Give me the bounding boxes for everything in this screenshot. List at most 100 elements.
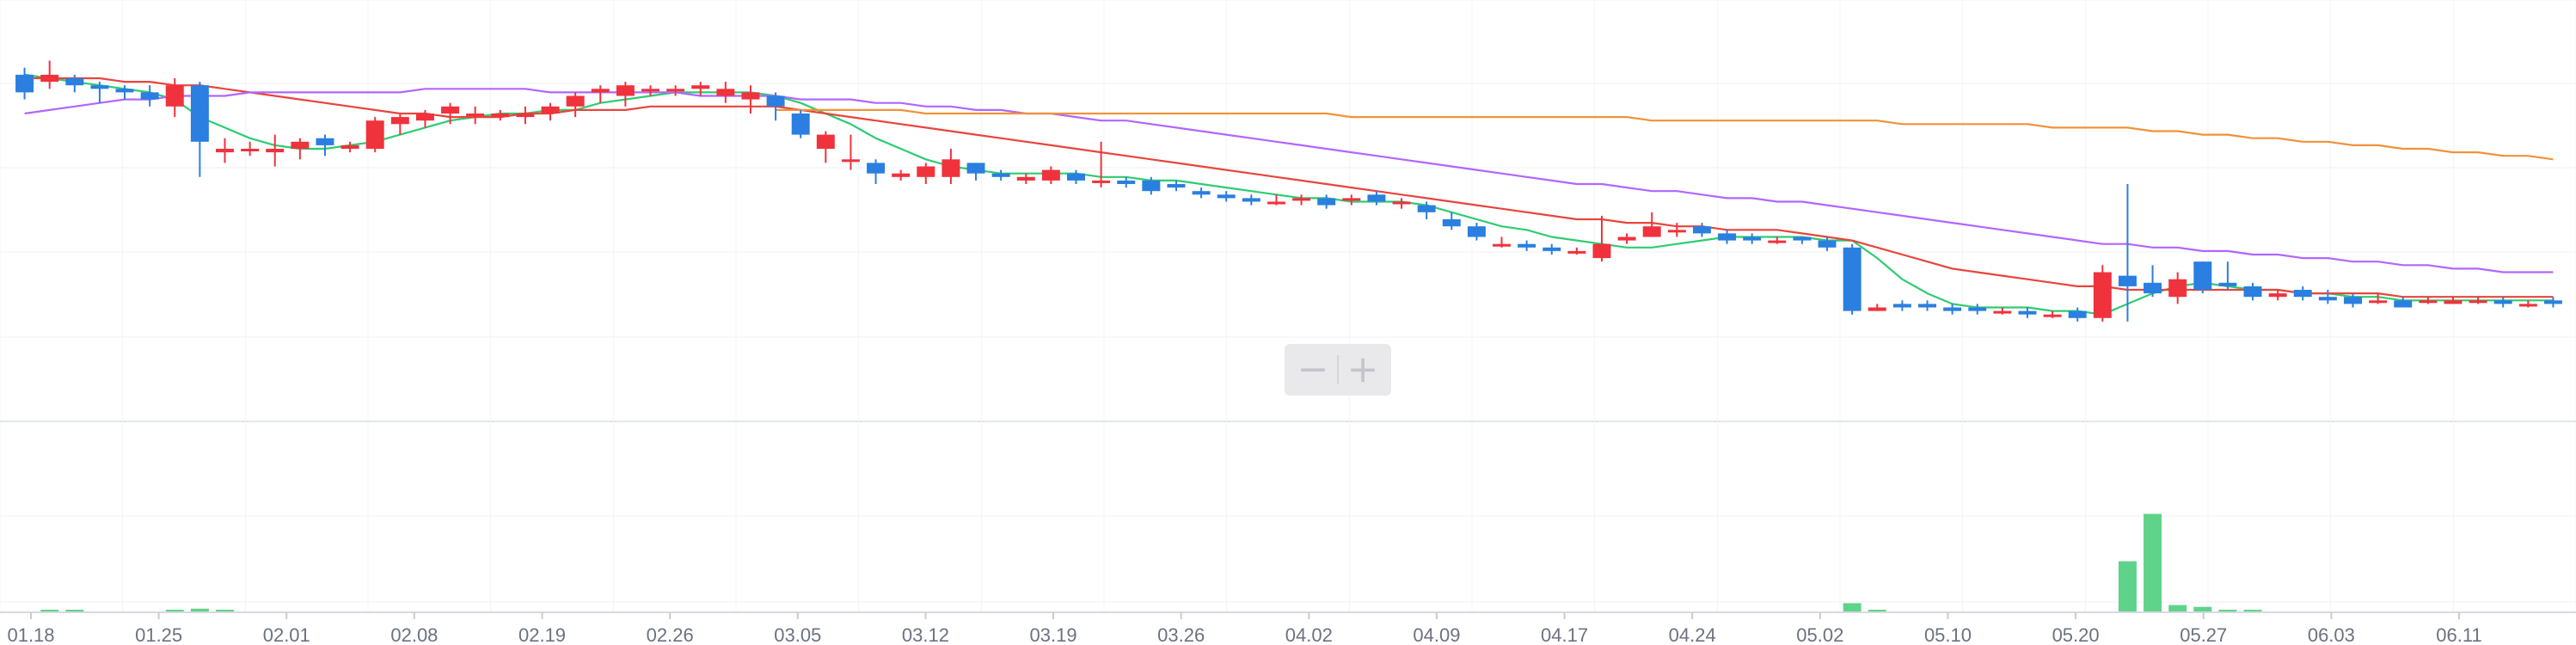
zoom-out-button[interactable]: − xyxy=(1297,347,1329,391)
x-tick-label: 03.05 xyxy=(774,624,821,645)
candle-84 xyxy=(2118,184,2137,322)
candle-body xyxy=(2493,300,2512,304)
candle-body xyxy=(1192,191,1211,195)
x-tick-label: 05.10 xyxy=(1924,624,1972,645)
candle-70 xyxy=(1768,236,1787,244)
volume-bar-88 xyxy=(2218,610,2237,612)
zoom-control: − + xyxy=(1285,344,1391,396)
candle-body xyxy=(90,85,109,89)
candle-78 xyxy=(1968,304,1987,315)
candle-1 xyxy=(40,60,59,89)
candle-body xyxy=(2444,300,2463,304)
candle-body xyxy=(1743,236,1762,241)
candle-88 xyxy=(2218,261,2237,290)
candle-96 xyxy=(2419,297,2438,304)
candle-body xyxy=(340,144,359,149)
candle-body xyxy=(2068,310,2087,318)
candle-67 xyxy=(1692,223,1711,237)
candle-6 xyxy=(165,78,184,118)
candle-body xyxy=(941,159,960,177)
candle-71 xyxy=(1793,236,1812,244)
candle-35 xyxy=(892,169,911,181)
candle-66 xyxy=(1667,223,1686,237)
candle-body xyxy=(1768,240,1787,243)
candle-body xyxy=(1943,307,1962,311)
candle-body xyxy=(466,114,485,116)
candle-47 xyxy=(1192,187,1211,199)
volume-bar-85 xyxy=(2144,513,2162,612)
candle-body xyxy=(816,134,835,149)
candle-76 xyxy=(1918,300,1936,311)
candle-37 xyxy=(941,149,960,184)
candle-28 xyxy=(716,82,735,103)
candle-9 xyxy=(241,141,260,157)
candle-body xyxy=(841,159,860,163)
candle-body xyxy=(15,74,34,93)
candle-body xyxy=(1818,240,1837,248)
candle-39 xyxy=(991,169,1010,181)
x-tick-label: 03.19 xyxy=(1030,624,1077,645)
candle-18 xyxy=(466,106,485,125)
candle-body xyxy=(766,95,785,107)
candle-body xyxy=(516,114,535,118)
candle-59 xyxy=(1493,236,1511,248)
volume-bar-7 xyxy=(190,608,209,612)
candle-body xyxy=(1692,226,1711,234)
x-tick-label: 02.08 xyxy=(390,624,438,645)
ma-line-2 xyxy=(24,77,2554,298)
candle-body xyxy=(266,149,285,153)
candle-23 xyxy=(591,85,610,103)
x-tick-label: 03.12 xyxy=(902,624,949,645)
candle-90 xyxy=(2268,290,2287,301)
candle-50 xyxy=(1267,194,1285,206)
candle-body xyxy=(867,163,886,174)
candle-89 xyxy=(2243,282,2262,301)
candle-body xyxy=(541,106,560,114)
candle-99 xyxy=(2493,297,2512,308)
candle-62 xyxy=(1567,247,1586,255)
candle-65 xyxy=(1642,212,1661,237)
candle-body xyxy=(1092,180,1111,183)
candle-body xyxy=(1292,198,1311,201)
candle-body xyxy=(1342,198,1361,201)
candle-body xyxy=(2144,282,2162,294)
volume-bar-87 xyxy=(2193,606,2212,612)
candle-body xyxy=(2118,275,2137,286)
candle-body xyxy=(2419,300,2438,304)
candle-22 xyxy=(566,92,585,118)
candle-12 xyxy=(316,134,334,157)
candle-body xyxy=(1167,184,1186,188)
candle-26 xyxy=(666,85,685,96)
candle-body xyxy=(390,117,409,125)
zoom-separator xyxy=(1337,355,1339,384)
candles xyxy=(15,60,2562,322)
candle-body xyxy=(716,89,735,96)
candle-body xyxy=(917,166,935,177)
candle-body xyxy=(966,163,985,174)
ma-line-4 xyxy=(776,108,2554,161)
candle-body xyxy=(2293,290,2312,298)
candle-body xyxy=(2469,300,2487,304)
candle-8 xyxy=(216,138,234,163)
candle-body xyxy=(616,85,635,96)
candle-43 xyxy=(1092,141,1111,188)
candle-body xyxy=(991,173,1010,177)
candle-body xyxy=(1968,307,1987,311)
candle-body xyxy=(566,95,585,107)
candle-body xyxy=(165,85,184,107)
candle-body xyxy=(2093,272,2112,318)
candle-body xyxy=(1617,236,1636,241)
volume-bar-74 xyxy=(1868,610,1886,612)
x-axis: 01.18 01.25 02.01 02.08 02.19 02.26 03.05 03.12… xyxy=(0,611,2576,645)
candle-4 xyxy=(115,85,134,100)
candle-body xyxy=(140,92,159,100)
candle-body xyxy=(1667,230,1686,233)
candle-body xyxy=(1392,201,1411,205)
candle-body xyxy=(1718,233,1737,241)
candle-87 xyxy=(2193,261,2212,294)
zoom-in-button[interactable]: + xyxy=(1346,347,1379,391)
candle-38 xyxy=(966,163,985,181)
candle-body xyxy=(666,89,685,92)
